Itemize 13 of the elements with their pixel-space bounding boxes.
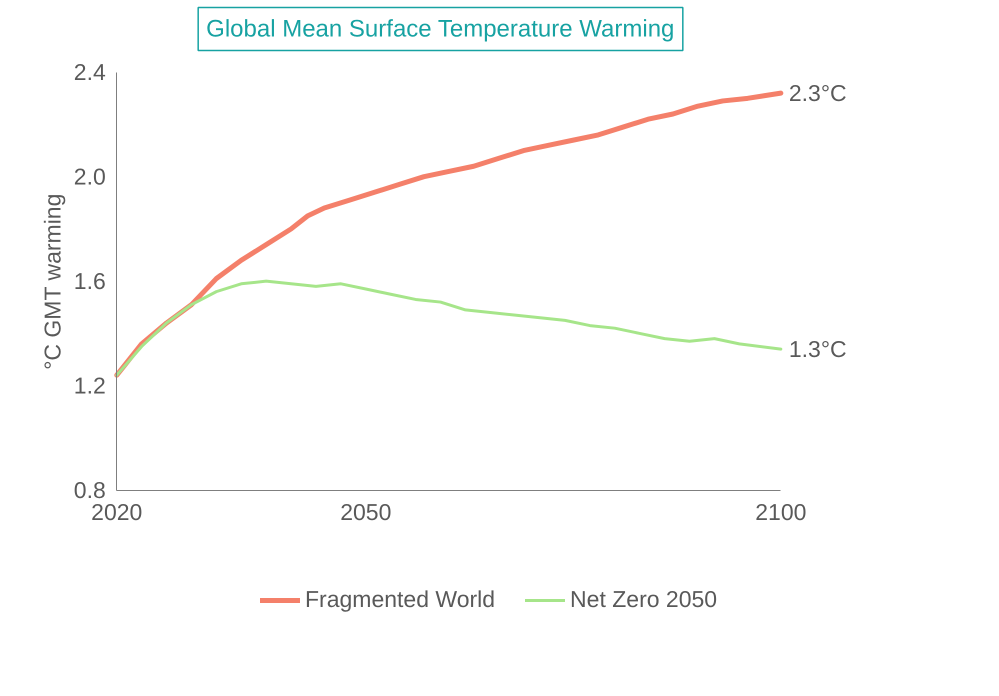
y-tick-label: 2.0 bbox=[74, 164, 106, 190]
y-tick-label: 1.2 bbox=[74, 372, 106, 399]
chart-title: Global Mean Surface Temperature Warming bbox=[206, 16, 674, 42]
legend-label: Fragmented World bbox=[305, 586, 496, 613]
annotation: 2.3°C bbox=[788, 80, 847, 106]
legend-label: Net Zero 2050 bbox=[570, 586, 718, 613]
x-tick-label: 2100 bbox=[755, 499, 806, 526]
x-tick-label: 2050 bbox=[340, 499, 392, 526]
y-tick-label: 2.4 bbox=[74, 59, 106, 86]
line-series bbox=[115, 280, 782, 377]
annotation: 1.3°C bbox=[788, 336, 847, 362]
y-axis-title: °C GMT warming bbox=[40, 194, 66, 370]
y-tick-label: 1.6 bbox=[74, 268, 106, 294]
